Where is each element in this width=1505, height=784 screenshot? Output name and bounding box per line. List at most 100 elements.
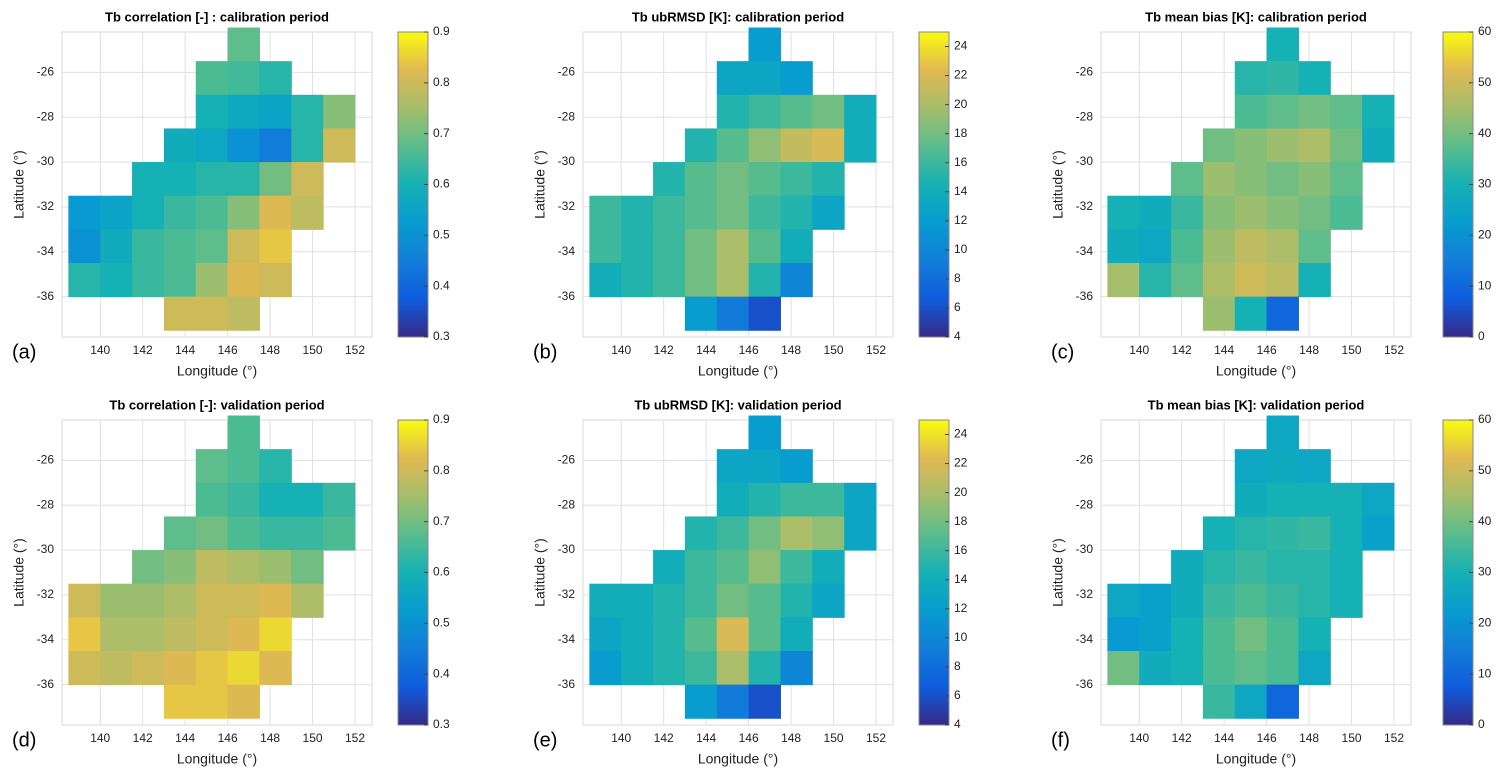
x-tick-label: 146 (739, 343, 759, 357)
heat-cell (716, 61, 750, 96)
heat-cell (195, 296, 229, 331)
heat-cell (1266, 684, 1299, 719)
y-tick-label: -30 (558, 542, 576, 556)
heat-cell (653, 617, 686, 652)
y-tick-label: -26 (1076, 453, 1094, 467)
y-tick-label: -34 (558, 632, 576, 646)
heat-cell (748, 684, 781, 719)
heat-cell (291, 550, 324, 585)
heat-cell (1234, 650, 1268, 686)
heat-cell (1202, 195, 1236, 230)
heat-cell (195, 550, 229, 585)
heat-cell (780, 94, 813, 129)
heat-cell (780, 162, 813, 197)
heat-cell (780, 650, 813, 686)
colorbar-tick-label: 12 (954, 213, 968, 227)
heat-cell (227, 550, 260, 585)
heat-cell (195, 684, 229, 719)
x-tick-label: 148 (260, 731, 280, 745)
x-tick-label: 142 (133, 343, 153, 357)
heat-cell (812, 162, 845, 197)
x-tick-label: 144 (175, 731, 195, 745)
heat-cell (748, 449, 781, 484)
heat-cell (684, 162, 718, 197)
x-axis-label: Longitude (°) (177, 751, 257, 767)
heat-cell (1266, 262, 1299, 298)
x-tick-label: 152 (1384, 343, 1404, 357)
heat-cell (780, 516, 813, 551)
heat-cell (780, 61, 813, 96)
x-tick-label: 152 (345, 731, 365, 745)
colorbar-tick-label: 50 (1478, 75, 1492, 89)
heat-cell (748, 583, 781, 618)
heat-cell (195, 229, 229, 264)
x-tick-label: 152 (866, 731, 886, 745)
heat-cell (163, 650, 197, 686)
heat-cell (1330, 583, 1363, 618)
heat-cell (1234, 296, 1268, 331)
x-tick-label: 146 (1257, 731, 1277, 745)
x-tick-label: 150 (1342, 731, 1362, 745)
heat-cell (100, 229, 133, 264)
y-axis-label: Latitude (°) (1050, 150, 1066, 219)
heat-cell (227, 650, 260, 686)
chart-title: Tb ubRMSD [K]: validation period (634, 397, 841, 412)
panel-label: (b) (533, 341, 557, 363)
colorbar-tick-label: 20 (1478, 228, 1492, 242)
x-tick-label: 142 (654, 343, 674, 357)
x-tick-label: 152 (345, 343, 365, 357)
heat-cell (1266, 128, 1299, 163)
heat-cell (684, 617, 718, 652)
heat-cell (1266, 617, 1299, 652)
x-axis-label: Longitude (°) (1216, 751, 1296, 767)
heat-cell (259, 195, 292, 230)
heat-cell (684, 516, 718, 551)
heat-cell (621, 229, 654, 264)
heat-cell (1202, 550, 1236, 585)
heat-cell (653, 195, 686, 230)
colorbar-tick-label: 20 (1478, 616, 1492, 630)
heat-cell (1298, 262, 1331, 298)
heat-cell (227, 262, 260, 298)
colorbar-tick-label: 0.9 (433, 24, 450, 38)
heat-cell (259, 262, 292, 298)
y-tick-label: -30 (558, 154, 576, 168)
heat-cell (780, 583, 813, 618)
heat-cell (589, 229, 622, 264)
heat-cell (653, 262, 686, 298)
x-tick-label: 152 (866, 343, 886, 357)
heat-cell (323, 516, 356, 551)
heat-cell (195, 61, 229, 96)
heat-cell (100, 650, 133, 686)
heat-cell (132, 550, 165, 585)
heat-cell (716, 550, 750, 585)
heat-cell (1330, 482, 1363, 517)
heat-cell (1139, 195, 1172, 230)
y-tick-label: -28 (1076, 497, 1094, 511)
heat-cell (1202, 162, 1236, 197)
heat-cell (68, 229, 101, 264)
heat-cell (1266, 482, 1299, 517)
x-tick-label: 148 (260, 343, 280, 357)
colorbar-tick-label: 16 (954, 155, 968, 169)
colorbar (397, 419, 429, 726)
heat-cell (780, 229, 813, 264)
heat-cell (748, 195, 781, 230)
heat-cell (684, 128, 718, 163)
x-tick-label: 144 (1214, 343, 1234, 357)
heat-cell (1202, 262, 1236, 298)
heat-cell (1298, 650, 1331, 686)
heat-cell (1234, 583, 1268, 618)
colorbar-tick-label: 0 (1478, 329, 1485, 343)
x-axis-label: Longitude (°) (1216, 363, 1296, 379)
x-tick-label: 140 (90, 343, 110, 357)
heat-cell (100, 195, 133, 230)
heat-cell (259, 482, 292, 517)
heat-cell (100, 617, 133, 652)
panel: 140 142 144 146 148 150 152-36-34-32-30-28-26T… (532, 9, 968, 378)
heat-cell (195, 195, 229, 230)
heat-cell (227, 195, 260, 230)
heat-cell (1139, 583, 1172, 618)
colorbar-tick-label: 30 (1478, 565, 1492, 579)
